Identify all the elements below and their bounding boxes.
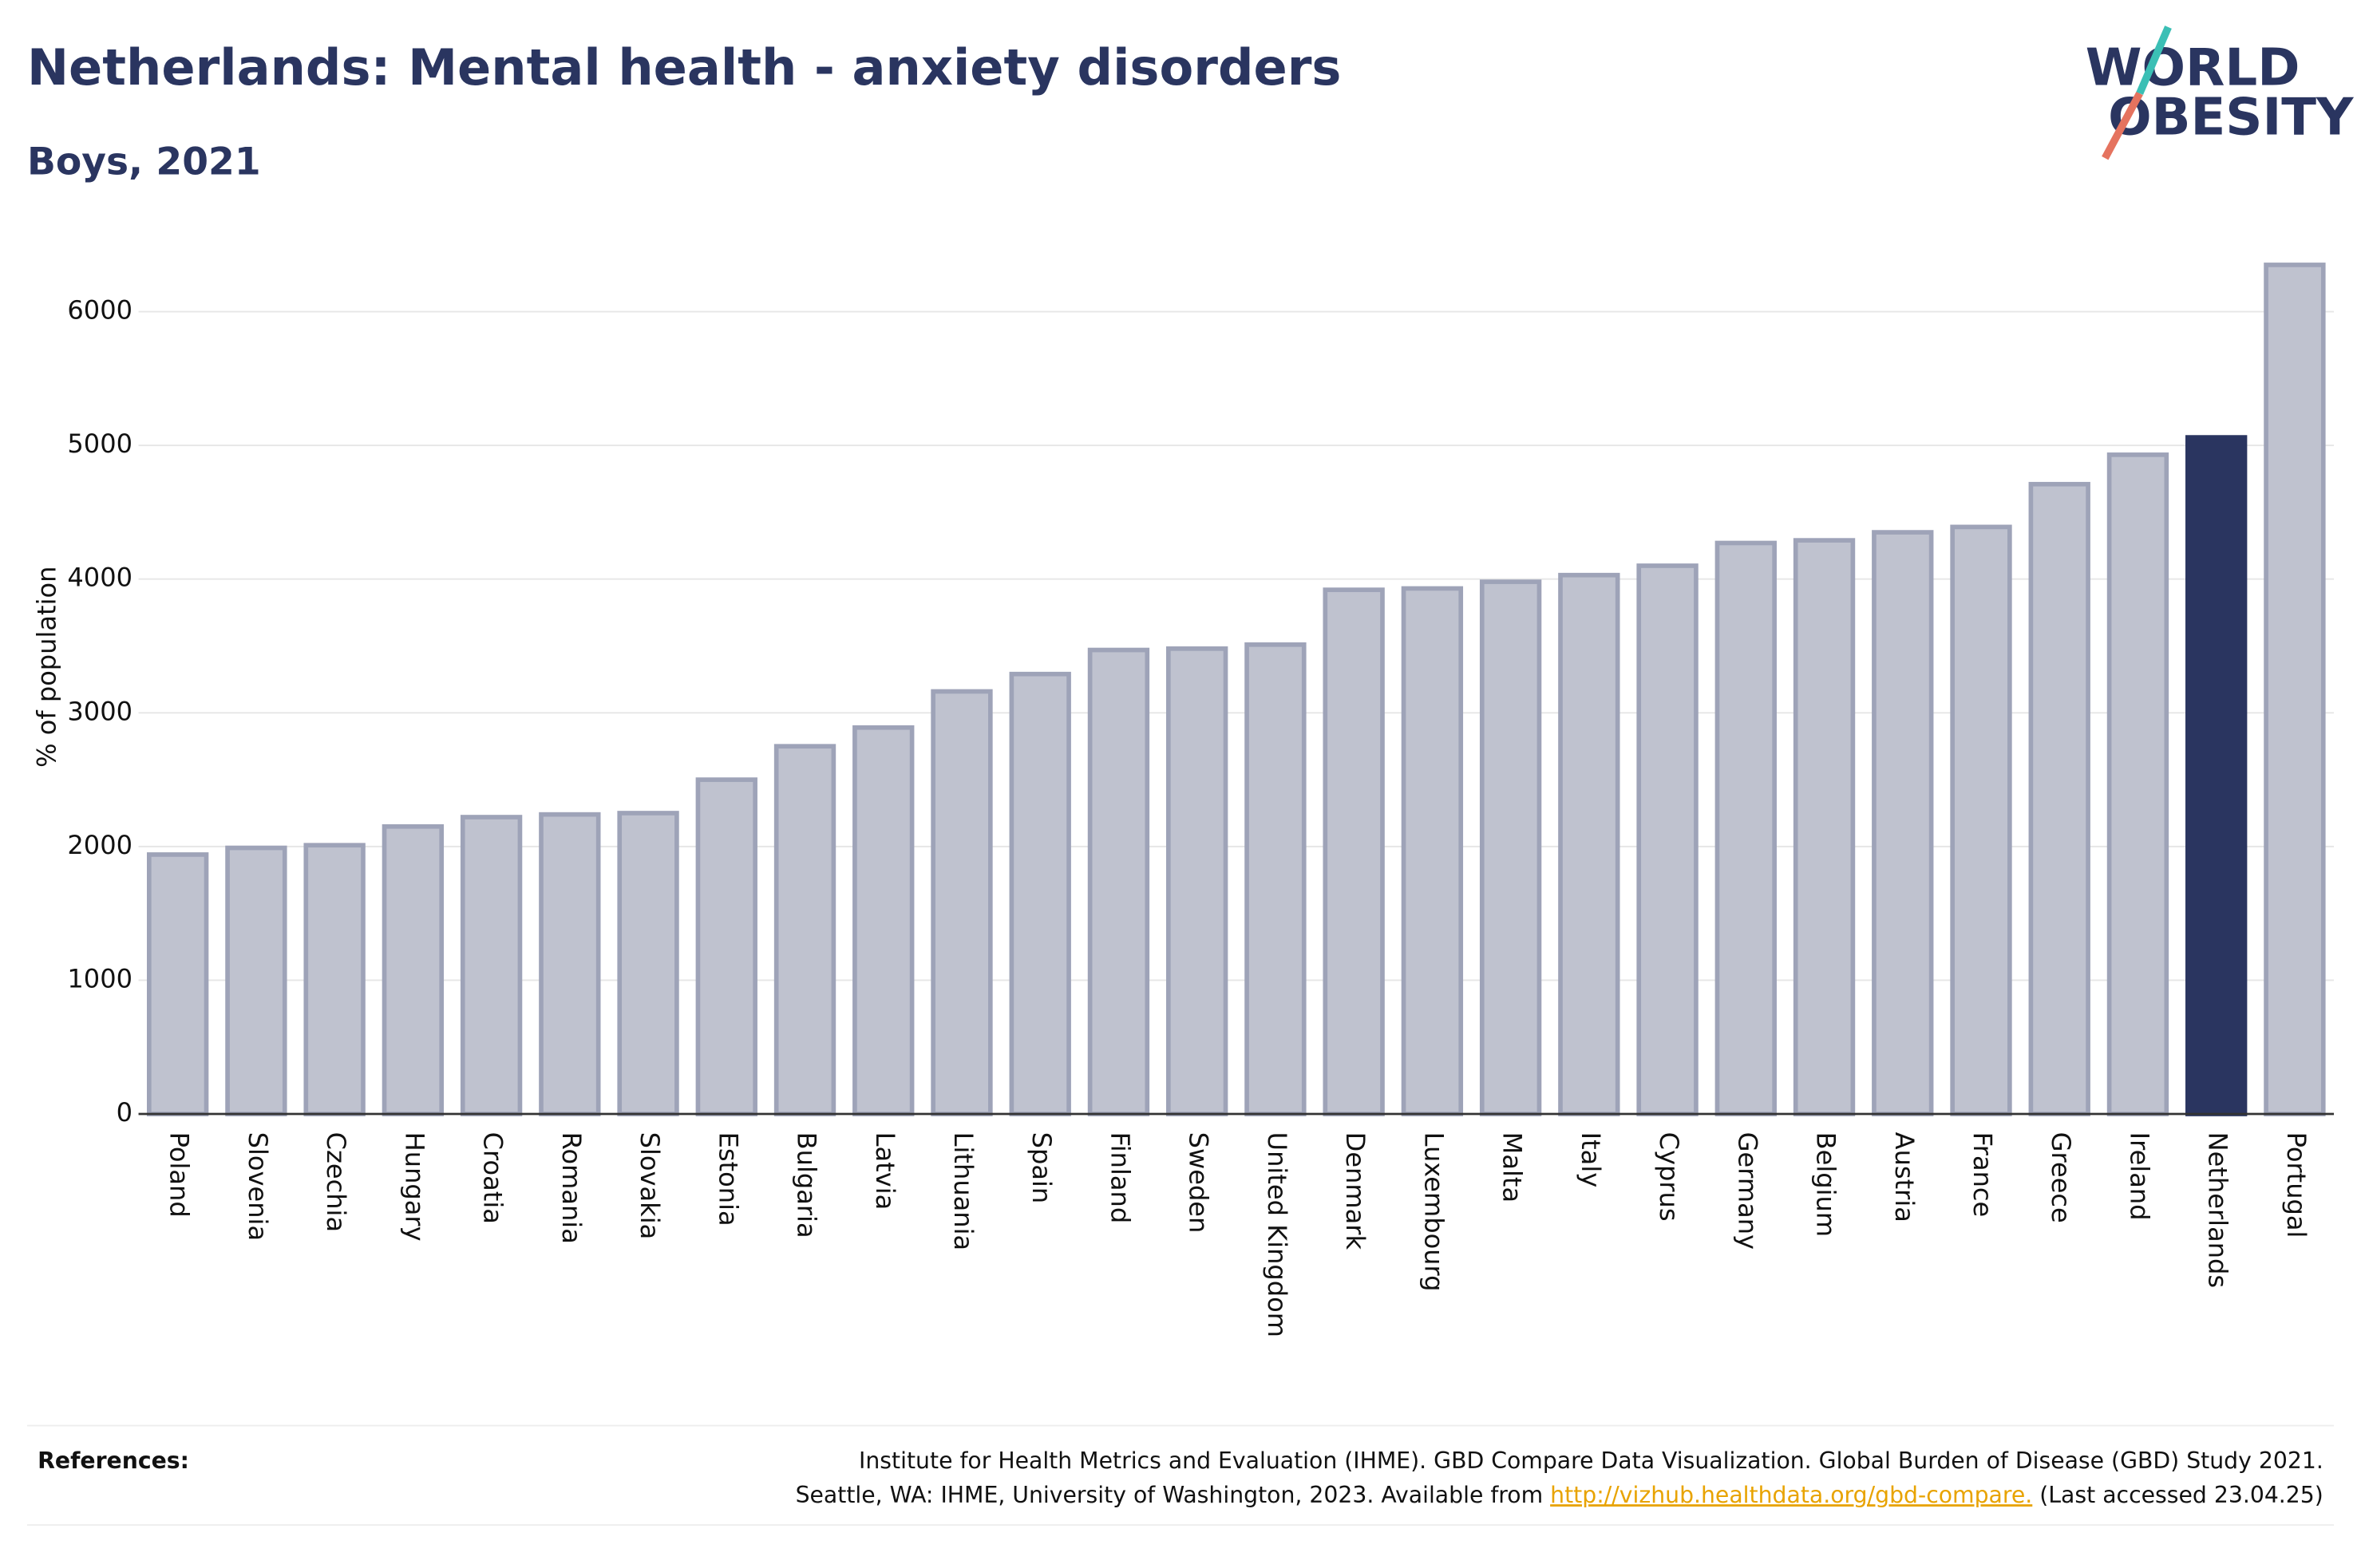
x-tick-label: Italy <box>1576 1132 1606 1188</box>
bar <box>695 777 757 1116</box>
x-tick-label: Austria <box>1889 1132 1920 1222</box>
bar <box>1166 646 1228 1116</box>
x-tick-label: France <box>1968 1132 1998 1218</box>
x-tick-label: Bulgaria <box>792 1132 822 1238</box>
reference-text: (Last accessed 23.04.25) <box>2032 1482 2323 1508</box>
bar <box>1479 579 1542 1116</box>
x-tick-label: Estonia <box>713 1132 743 1226</box>
x-tick-label: Poland <box>164 1132 195 1218</box>
y-tick-label: 4000 <box>67 563 132 593</box>
bar <box>1087 647 1150 1116</box>
x-tick-label: Czechia <box>321 1132 351 1232</box>
y-tick-label: 5000 <box>67 429 132 459</box>
bar <box>773 744 836 1116</box>
bar <box>1714 540 1777 1116</box>
x-tick-label: Malta <box>1497 1132 1528 1203</box>
bar <box>1872 530 1934 1116</box>
x-tick-label: Lithuania <box>948 1132 979 1251</box>
reference-text: Seattle, WA: IHME, University of Washing… <box>796 1482 2323 1508</box>
reference-text: Institute for Health Metrics and Evaluat… <box>859 1448 2323 1474</box>
logo-slash <box>2102 91 2143 160</box>
x-tick-label: Portugal <box>2281 1132 2312 1238</box>
x-tick-label: Spain <box>1026 1132 1057 1204</box>
x-tick-label: Latvia <box>870 1132 900 1211</box>
chart-title: Netherlands: Mental health - anxiety dis… <box>27 38 1342 97</box>
x-tick-label: Denmark <box>1340 1132 1370 1250</box>
x-tick-label: Greece <box>2046 1132 2076 1223</box>
bar <box>2264 263 2326 1116</box>
y-tick-label: 0 <box>117 1097 132 1128</box>
x-tick-label: Slovenia <box>243 1132 273 1241</box>
bar <box>146 852 209 1116</box>
reference-text: Seattle, WA: IHME, University of Washing… <box>796 1482 1551 1508</box>
y-tick-label: 3000 <box>67 696 132 726</box>
bar <box>2185 435 2248 1116</box>
x-tick-label: Cyprus <box>1654 1132 1684 1222</box>
x-tick-label: Luxembourg <box>1418 1132 1449 1292</box>
chart-subtitle: Boys, 2021 <box>27 140 261 184</box>
x-tick-label: Hungary <box>399 1132 429 1242</box>
y-axis-label: % of population <box>31 567 61 768</box>
bar <box>617 811 679 1116</box>
x-tick-label: Netherlands <box>2203 1132 2233 1288</box>
bar <box>852 725 915 1116</box>
bar <box>2028 481 2090 1116</box>
bar <box>225 845 287 1116</box>
bar <box>1793 538 1856 1116</box>
x-tick-label: Belgium <box>1811 1132 1841 1237</box>
x-tick-label: Sweden <box>1184 1132 1214 1234</box>
bar <box>303 843 366 1116</box>
x-tick-label: Finland <box>1105 1132 1135 1224</box>
x-tick-label: Slovakia <box>635 1132 665 1240</box>
bar <box>539 812 601 1116</box>
bar <box>1558 572 1620 1116</box>
bar <box>1950 524 2012 1116</box>
x-tick-label: Ireland <box>2124 1132 2154 1221</box>
bar <box>1244 642 1307 1116</box>
y-tick-label: 6000 <box>67 295 132 326</box>
bar <box>931 689 993 1116</box>
bar <box>2106 452 2169 1116</box>
x-tick-label: United Kingdom <box>1262 1132 1292 1337</box>
bar <box>460 815 523 1116</box>
bar <box>1636 563 1699 1116</box>
bar <box>1009 671 1071 1116</box>
bar <box>382 823 445 1116</box>
reference-link[interactable]: http://vizhub.healthdata.org/gbd-compare… <box>1550 1482 2032 1508</box>
logo-text: WORLD <box>2086 38 2300 97</box>
bar <box>1323 587 1385 1116</box>
x-tick-label: Germany <box>1732 1132 1762 1250</box>
y-tick-label: 2000 <box>67 830 132 860</box>
y-tick-label: 1000 <box>67 963 132 993</box>
references-label: References: <box>38 1448 189 1474</box>
bar <box>1401 586 1464 1116</box>
logo-text: OBESITY <box>2108 88 2355 148</box>
x-tick-label: Croatia <box>478 1132 508 1224</box>
logo-slash <box>2136 26 2172 95</box>
x-tick-label: Romania <box>556 1132 587 1244</box>
